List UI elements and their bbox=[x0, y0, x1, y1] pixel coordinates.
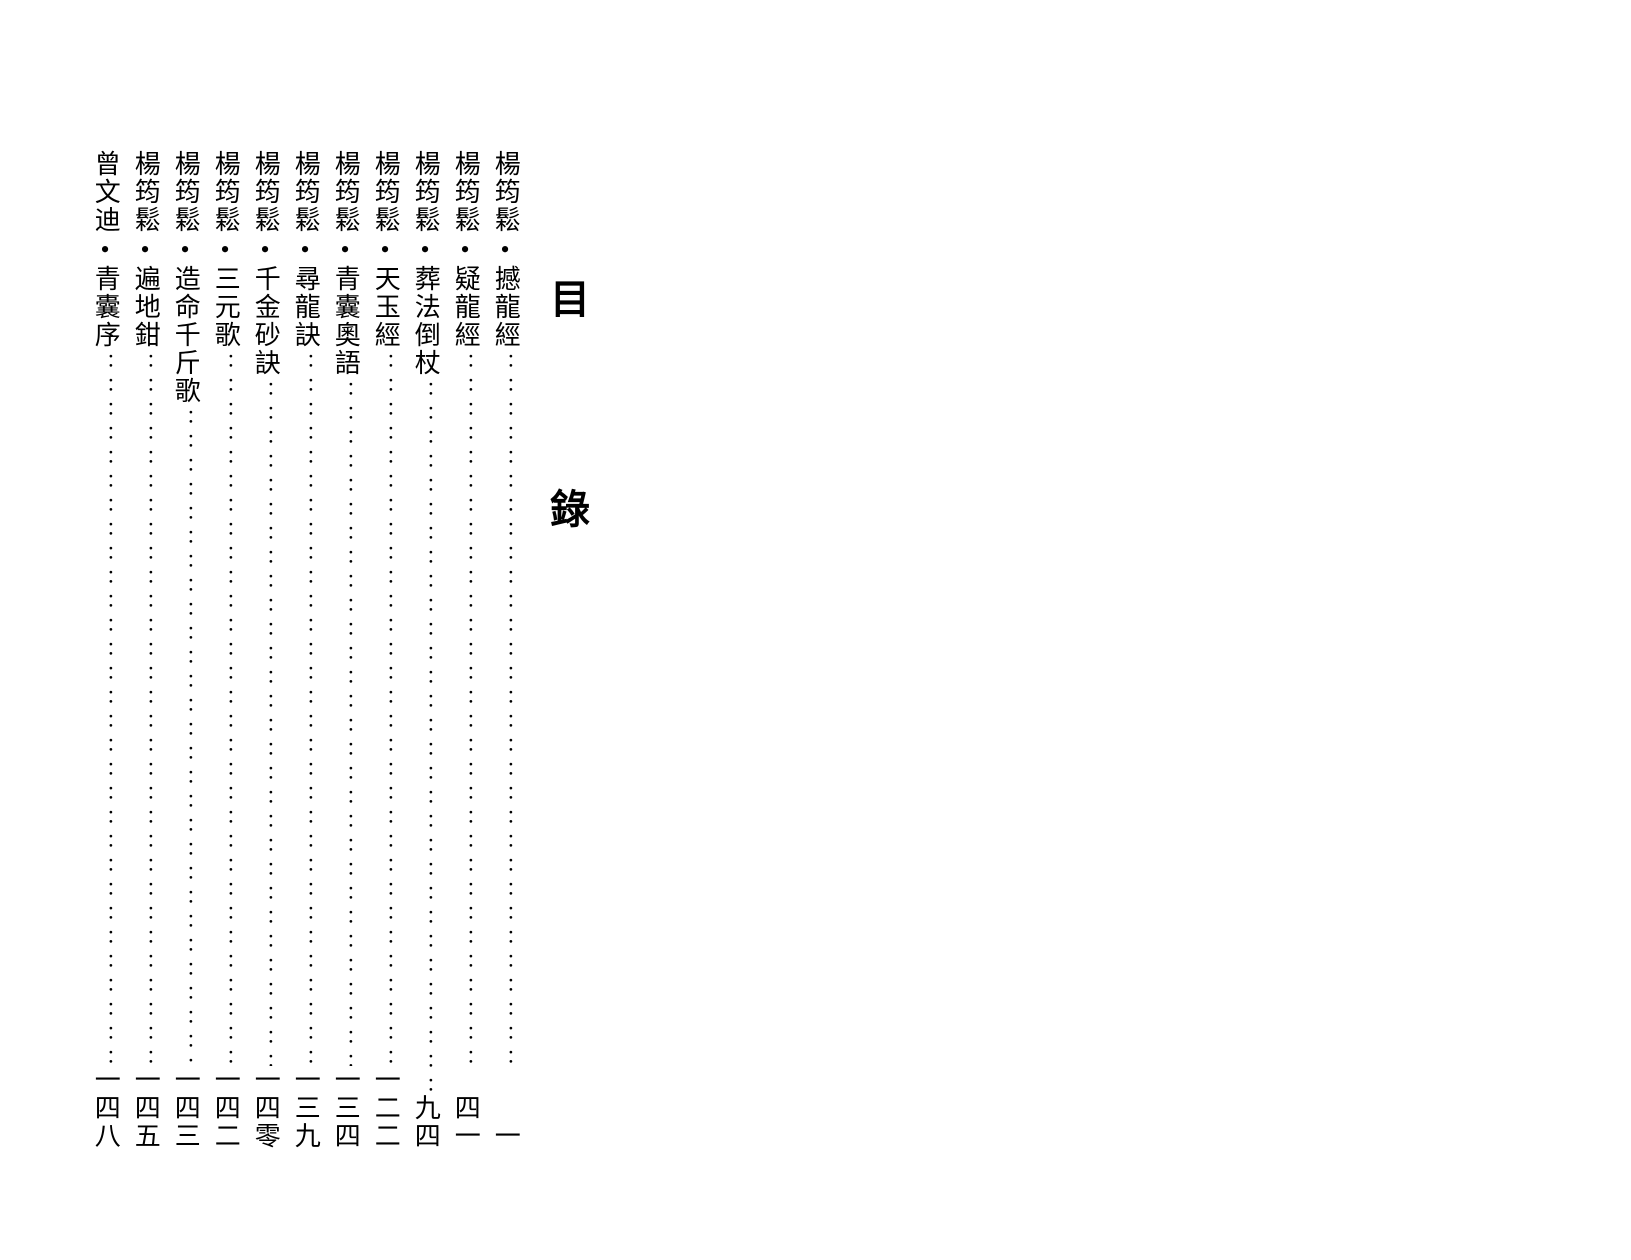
leader-dots: ：：：：：：：：：：：：：：：：：：：：：：：：：：：：：： bbox=[375, 349, 395, 1066]
separator-dot: • bbox=[380, 234, 389, 265]
separator-dot: • bbox=[500, 234, 509, 265]
toc-entry: 楊筠鬆 • 造命千斤歌 ：：：：：：：：：：：：：：：：：：：：：：：：：：：：… bbox=[165, 150, 205, 1150]
toc-title: 目 錄 bbox=[525, 150, 615, 1150]
entry-page: 一四五 bbox=[131, 1066, 160, 1150]
leader-dots: ：：：：：：：：：：：：：：：：：：：：：：：：：：：：：： bbox=[95, 349, 115, 1066]
leader-dots: ：：：：：：：：：：：：：：：：：：：：：：：：：：：：：： bbox=[255, 377, 275, 1066]
entry-page: 一三四 bbox=[331, 1066, 360, 1150]
entry-work: 遍地鉗 bbox=[131, 265, 160, 349]
toc-entry: 楊筠鬆 • 千金砂訣 ：：：：：：：：：：：：：：：：：：：：：：：：：：：：：… bbox=[245, 150, 285, 1150]
entry-author: 楊筠鬆 bbox=[451, 150, 480, 234]
leader-dots: ：：：：：：：：：：：：：：：：：：：：：：：：：：：：：： bbox=[295, 349, 315, 1066]
toc-page: 目 錄 楊筠鬆 • 撼龍經 ：：：：：：：：：：：：：：：：：：：：：：：：：：… bbox=[55, 150, 615, 1150]
toc-entry: 楊筠鬆 • 天玉經 ：：：：：：：：：：：：：：：：：：：：：：：：：：：：：：… bbox=[365, 150, 405, 1150]
leader-dots: ：：：：：：：：：：：：：：：：：：：：：：：：：：：：：： bbox=[455, 349, 475, 1094]
entry-work: 青囊奧語 bbox=[331, 265, 360, 377]
separator-dot: • bbox=[420, 234, 429, 265]
entry-author: 楊筠鬆 bbox=[211, 150, 240, 234]
leader-dots: ：：：：：：：：：：：：：：：：：：：：：：：：：：：：：： bbox=[215, 349, 235, 1066]
leader-dots: ：：：：：：：：：：：：：：：：：：：：：：：：：：：：：： bbox=[415, 377, 435, 1094]
entry-author: 楊筠鬆 bbox=[491, 150, 520, 234]
toc-entry: 楊筠鬆 • 疑龍經 ：：：：：：：：：：：：：：：：：：：：：：：：：：：：：：… bbox=[445, 150, 485, 1150]
separator-dot: • bbox=[460, 234, 469, 265]
title-char-2: 錄 bbox=[550, 490, 590, 530]
entry-page: 一 bbox=[491, 1122, 520, 1150]
toc-entry: 楊筠鬆 • 青囊奧語 ：：：：：：：：：：：：：：：：：：：：：：：：：：：：：… bbox=[325, 150, 365, 1150]
leader-dots: ：：：：：：：：：：：：：：：：：：：：：：：：：：：：：： bbox=[135, 349, 155, 1066]
toc-entry: 楊筠鬆 • 葬法倒杖 ：：：：：：：：：：：：：：：：：：：：：：：：：：：：：… bbox=[405, 150, 445, 1150]
entry-page: 一四二 bbox=[211, 1066, 240, 1150]
leader-dots: ：：：：：：：：：：：：：：：：：：：：：：：：：：：：：： bbox=[495, 349, 515, 1122]
toc-entry: 曾文迪 • 青囊序 ：：：：：：：：：：：：：：：：：：：：：：：：：：：：：：… bbox=[85, 150, 125, 1150]
entry-author: 楊筠鬆 bbox=[411, 150, 440, 234]
entry-work: 造命千斤歌 bbox=[171, 265, 200, 405]
toc-entry: 楊筠鬆 • 撼龍經 ：：：：：：：：：：：：：：：：：：：：：：：：：：：：：：… bbox=[485, 150, 525, 1150]
entry-author: 楊筠鬆 bbox=[371, 150, 400, 234]
entry-work: 天玉經 bbox=[371, 265, 400, 349]
entry-work: 尋龍訣 bbox=[291, 265, 320, 349]
separator-dot: • bbox=[100, 234, 109, 265]
entry-page: 九四 bbox=[411, 1094, 440, 1150]
separator-dot: • bbox=[180, 234, 189, 265]
entry-work: 千金砂訣 bbox=[251, 265, 280, 377]
entry-page: 一四八 bbox=[91, 1066, 120, 1150]
entry-author: 楊筠鬆 bbox=[291, 150, 320, 234]
toc-entry: 楊筠鬆 • 遍地鉗 ：：：：：：：：：：：：：：：：：：：：：：：：：：：：：：… bbox=[125, 150, 165, 1150]
leader-dots: ：：：：：：：：：：：：：：：：：：：：：：：：：：：：：： bbox=[175, 405, 195, 1066]
title-char-1: 目 bbox=[550, 280, 590, 320]
entry-work: 青囊序 bbox=[91, 265, 120, 349]
entry-work: 三元歌 bbox=[211, 265, 240, 349]
separator-dot: • bbox=[340, 234, 349, 265]
toc-entry: 楊筠鬆 • 三元歌 ：：：：：：：：：：：：：：：：：：：：：：：：：：：：：：… bbox=[205, 150, 245, 1150]
entry-work: 葬法倒杖 bbox=[411, 265, 440, 377]
entry-author: 楊筠鬆 bbox=[251, 150, 280, 234]
entry-page: 一四零 bbox=[251, 1066, 280, 1150]
entry-author: 曾文迪 bbox=[91, 150, 120, 234]
entry-author: 楊筠鬆 bbox=[131, 150, 160, 234]
toc-entry: 楊筠鬆 • 尋龍訣 ：：：：：：：：：：：：：：：：：：：：：：：：：：：：：：… bbox=[285, 150, 325, 1150]
entry-work: 疑龍經 bbox=[451, 265, 480, 349]
separator-dot: • bbox=[220, 234, 229, 265]
entry-page: 一三九 bbox=[291, 1066, 320, 1150]
entry-work: 撼龍經 bbox=[491, 265, 520, 349]
entry-author: 楊筠鬆 bbox=[171, 150, 200, 234]
separator-dot: • bbox=[300, 234, 309, 265]
separator-dot: • bbox=[140, 234, 149, 265]
separator-dot: • bbox=[260, 234, 269, 265]
entry-page: 一二二 bbox=[371, 1066, 400, 1150]
entry-author: 楊筠鬆 bbox=[331, 150, 360, 234]
entry-page: 四一 bbox=[451, 1094, 480, 1150]
leader-dots: ：：：：：：：：：：：：：：：：：：：：：：：：：：：：：： bbox=[335, 377, 355, 1066]
entry-page: 一四三 bbox=[171, 1066, 200, 1150]
